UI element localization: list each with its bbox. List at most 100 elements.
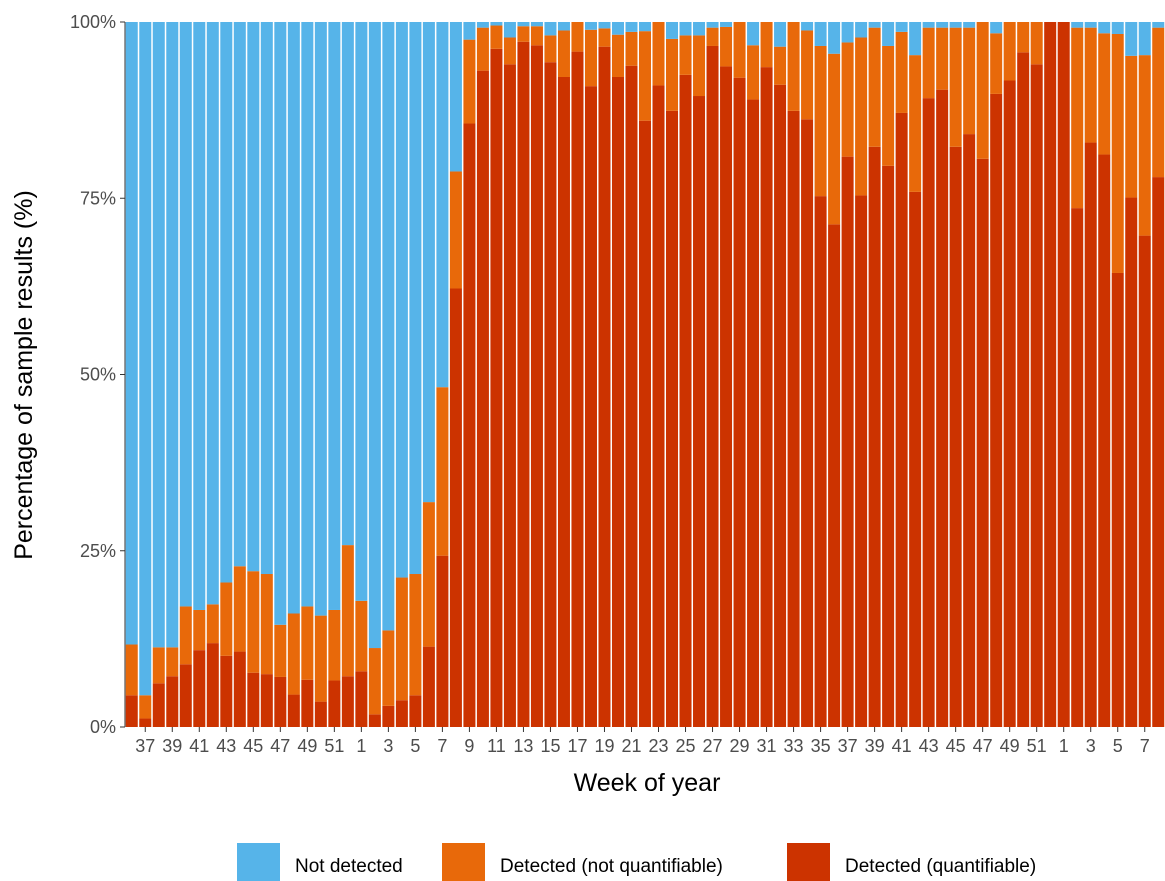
x-tick-label: 51 xyxy=(324,736,344,756)
bar-segment xyxy=(895,22,908,32)
bar-segment xyxy=(517,22,530,27)
bar-segment xyxy=(963,134,976,728)
bar-segment xyxy=(152,22,165,648)
bar-segment xyxy=(882,165,895,727)
bar-segment xyxy=(1003,22,1016,81)
bar-segment xyxy=(1098,33,1111,155)
bar-segment xyxy=(747,45,760,100)
bar-segment xyxy=(1084,142,1097,728)
y-axis-title: Percentage of sample results (%) xyxy=(10,190,38,560)
bar-segment xyxy=(139,22,152,696)
legend: Not detected Detected (not quantifiable)… xyxy=(237,843,1036,881)
bar-segment xyxy=(328,680,341,727)
bar-segment xyxy=(909,22,922,56)
x-tick-label: 43 xyxy=(216,736,236,756)
bar-segment xyxy=(949,22,962,28)
x-tick-label: 7 xyxy=(437,736,447,756)
bar-segment xyxy=(517,26,530,42)
bar-segment xyxy=(774,84,787,727)
bar-segment xyxy=(733,22,746,78)
y-tick-label: 25% xyxy=(80,541,116,561)
bar-segment xyxy=(1017,22,1030,53)
bar-segment xyxy=(125,22,138,645)
bar-segment xyxy=(260,674,273,728)
bar-segment xyxy=(1017,52,1030,728)
bar-segment xyxy=(774,46,787,85)
x-tick-label: 39 xyxy=(865,736,885,756)
bar-segment xyxy=(652,85,665,727)
x-tick-label: 41 xyxy=(892,736,912,756)
bar-segment xyxy=(301,606,314,680)
bar-segment xyxy=(220,655,233,727)
x-tick-label: 35 xyxy=(811,736,831,756)
bar-segment xyxy=(787,110,800,727)
bar-segment xyxy=(584,86,597,727)
bar-segment xyxy=(503,64,516,728)
x-tick-label: 1 xyxy=(1059,736,1069,756)
bar-segment xyxy=(544,62,557,727)
bar-segment xyxy=(706,45,719,728)
bar-segment xyxy=(382,630,395,706)
bar-segment xyxy=(233,22,246,567)
x-tick-label: 37 xyxy=(135,736,155,756)
bar-segment xyxy=(206,604,219,644)
bar-segment xyxy=(625,65,638,727)
x-tick-label: 27 xyxy=(703,736,723,756)
bar-segment xyxy=(611,34,624,77)
bar-segment xyxy=(882,22,895,46)
bar-segment xyxy=(490,22,503,26)
x-tick-label: 19 xyxy=(594,736,614,756)
bar-segment xyxy=(706,22,719,28)
bar-segment xyxy=(449,22,462,172)
bars-layer xyxy=(125,22,1165,728)
bar-segment xyxy=(247,571,260,673)
bar-segment xyxy=(747,99,760,728)
bar-segment xyxy=(1111,272,1124,727)
bar-segment xyxy=(206,22,219,605)
bar-segment xyxy=(193,650,206,727)
bar-segment xyxy=(1071,22,1084,28)
bar-segment xyxy=(557,30,570,77)
x-tick-label: 51 xyxy=(1027,736,1047,756)
x-tick-label: 39 xyxy=(162,736,182,756)
bar-segment xyxy=(814,45,827,197)
bar-segment xyxy=(1084,27,1097,143)
bar-segment xyxy=(584,22,597,30)
x-tick-label: 9 xyxy=(464,736,474,756)
bar-segment xyxy=(990,33,1003,94)
bar-segment xyxy=(1152,22,1165,28)
bar-segment xyxy=(720,26,733,67)
legend-label-detected-not-quantifiable: Detected (not quantifiable) xyxy=(500,856,723,877)
bar-segment xyxy=(868,27,881,147)
bar-segment xyxy=(139,695,152,719)
x-tick-label: 25 xyxy=(676,736,696,756)
x-tick-label: 7 xyxy=(1140,736,1150,756)
bar-segment xyxy=(449,171,462,289)
bar-segment xyxy=(1138,55,1151,236)
bar-segment xyxy=(841,22,854,43)
bar-segment xyxy=(1152,27,1165,178)
bar-segment xyxy=(530,45,543,727)
bar-segment xyxy=(639,22,652,32)
x-tick-label: 37 xyxy=(838,736,858,756)
bar-segment xyxy=(882,45,895,166)
bar-segment xyxy=(598,22,611,29)
x-tick-label: 41 xyxy=(189,736,209,756)
bar-segment xyxy=(395,577,408,701)
bar-segment xyxy=(274,22,287,625)
x-tick-label: 5 xyxy=(1113,736,1123,756)
legend-swatch-detected-not-quantifiable xyxy=(442,843,485,881)
y-tick-label: 0% xyxy=(90,717,116,737)
bar-segment xyxy=(733,77,746,727)
bar-segment xyxy=(409,695,422,727)
bar-segment xyxy=(503,22,516,38)
bar-segment xyxy=(1098,22,1111,34)
bar-segment xyxy=(179,22,192,607)
bar-segment xyxy=(625,31,638,66)
y-axis: 0% 25% 50% 75% 100% xyxy=(70,12,126,737)
x-tick-label: 45 xyxy=(243,736,263,756)
bar-segment xyxy=(368,714,381,727)
bar-segment xyxy=(976,158,989,727)
bar-segment xyxy=(1138,22,1151,56)
bar-segment xyxy=(1111,22,1124,34)
